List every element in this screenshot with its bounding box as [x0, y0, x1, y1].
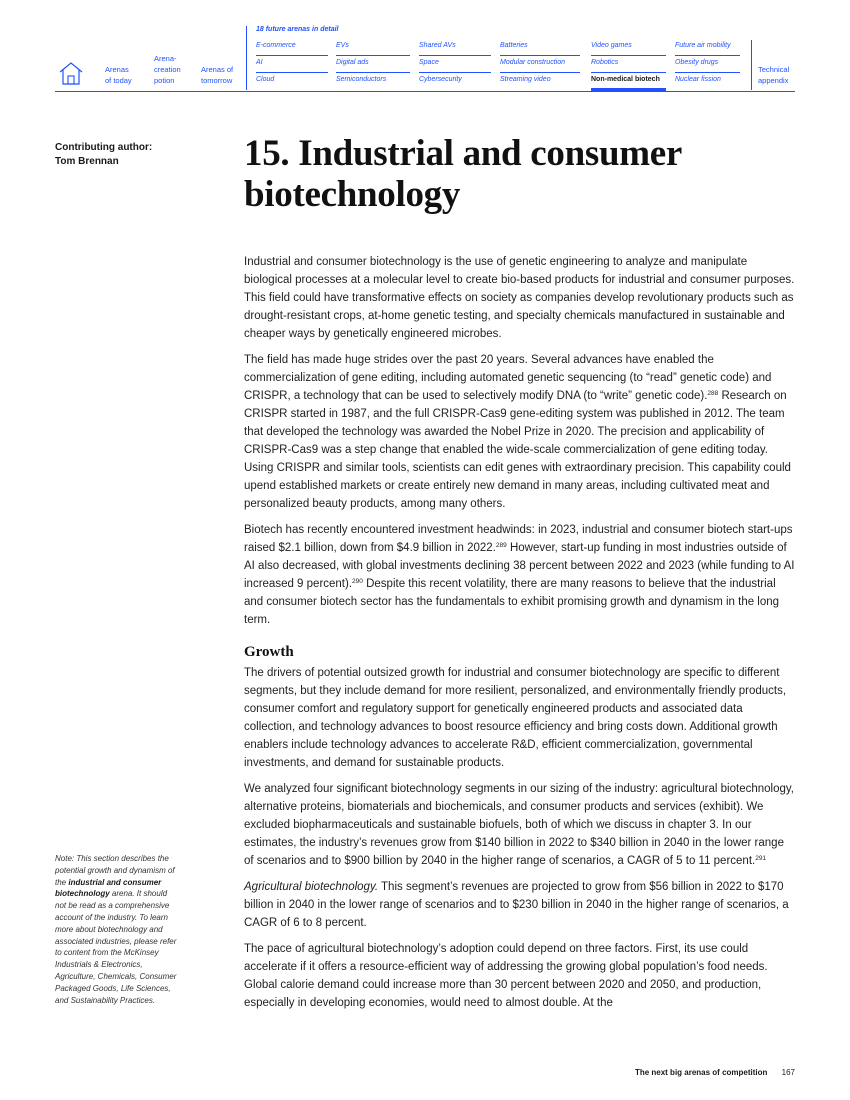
side-note-emphasis: industrial and consumer biotechnology: [55, 877, 162, 899]
paragraph-text: We analyzed four significant biotechnolo…: [244, 783, 794, 867]
arena-cell-rule: [336, 55, 410, 56]
paragraph: Agricultural biotechnology. This segment…: [244, 878, 796, 932]
nav-technical-appendix[interactable]: Technical appendix: [758, 65, 790, 85]
arena-link[interactable]: Video games: [591, 42, 632, 49]
nav-bottom-rule: [55, 91, 795, 92]
arena-link[interactable]: EVs: [336, 42, 349, 49]
paragraph: The pace of agricultural biotechnology’s…: [244, 943, 768, 1009]
arena-cell-rule: [500, 72, 580, 73]
arena-cell-rule: [675, 72, 740, 73]
nav-divider: [246, 26, 247, 90]
arena-link[interactable]: Digital ads: [336, 59, 369, 66]
footnote-ref[interactable]: 289: [495, 542, 507, 549]
segment-label: Agricultural biotechnology.: [244, 881, 379, 893]
arena-link[interactable]: Modular construction: [500, 59, 565, 66]
paragraph: The field has made huge strides over the…: [244, 351, 796, 513]
arena-link[interactable]: Streaming video: [500, 76, 551, 83]
paragraph-text: Biotech has recently encountered investm…: [244, 524, 793, 554]
paragraph: Industrial and consumer biotechnology is…: [244, 256, 795, 340]
active-arena-indicator: [591, 88, 666, 91]
arena-link[interactable]: Semiconductors: [336, 76, 387, 83]
arena-link[interactable]: Obesity drugs: [675, 59, 719, 66]
arena-cell-rule: [500, 55, 580, 56]
paragraph: We analyzed four significant biotechnolo…: [244, 780, 796, 870]
publication-title: The next big arenas of competition: [634, 1068, 768, 1077]
arena-link[interactable]: Non-medical biotech: [591, 76, 660, 83]
arena-link[interactable]: E-commerce: [256, 42, 296, 49]
home-icon: [59, 62, 83, 85]
arena-cell-rule: [256, 55, 328, 56]
footnote-ref[interactable]: 290: [352, 578, 363, 585]
arena-cell-rule: [256, 72, 328, 73]
arena-cell-rule: [675, 55, 740, 56]
paragraph-text: Despite this recent volatility, there ar…: [244, 578, 780, 626]
page-number: 167: [781, 1068, 795, 1077]
paragraph-text: This segment’s revenues are projected to…: [244, 881, 789, 929]
arena-link[interactable]: AI: [256, 59, 263, 66]
arena-link[interactable]: Nuclear fission: [675, 76, 721, 83]
nav-arena-creation-potion[interactable]: Arena- creation potion: [154, 54, 181, 85]
arena-cell-rule: [419, 55, 491, 56]
footnote-ref[interactable]: 291: [755, 855, 767, 862]
side-note: Note: This section describes the potenti…: [55, 853, 180, 1006]
paragraph: Biotech has recently encountered investm…: [244, 521, 796, 629]
paragraph-text: Research on CRISPR started in 1987, and …: [244, 390, 791, 510]
detail-heading: 18 future arenas in detail: [256, 26, 339, 33]
section-heading: Growth: [244, 644, 294, 660]
footnote-ref[interactable]: 288: [707, 390, 719, 397]
nav-arenas-of-today[interactable]: Arenas of today: [105, 65, 132, 85]
page-footer: The next big arenas of competition 167: [635, 1068, 795, 1077]
nav-arenas-of-tomorrow[interactable]: Arenas of tomorrow: [201, 65, 234, 85]
arena-cell-rule: [419, 72, 491, 73]
nav-divider: [751, 40, 752, 90]
side-note-text: Note: This section describes the potenti…: [55, 854, 175, 887]
arena-link[interactable]: Batteries: [500, 42, 528, 49]
main-body: Industrial and consumer biotechnology is…: [244, 253, 796, 1020]
arena-link[interactable]: Cloud: [256, 76, 275, 83]
side-note-text: arena. It should not be read as a compre…: [55, 889, 177, 1005]
arena-cell-rule: [591, 72, 666, 73]
contributing-author: Contributing author: Tom Brennan: [55, 141, 152, 169]
home-button[interactable]: [58, 60, 84, 86]
arena-link[interactable]: Robotics: [591, 59, 619, 66]
author-name: Tom Brennan: [55, 156, 119, 167]
arena-cell-rule: [336, 72, 410, 73]
paragraph-text: The field has made huge strides over the…: [244, 354, 772, 402]
top-navigation: Arenas of today Arena- creation potion A…: [0, 0, 850, 96]
arena-link[interactable]: Cybersecurity: [419, 76, 462, 83]
arena-link[interactable]: Shared AVs: [419, 42, 456, 49]
contributing-author-label: Contributing author:: [55, 142, 153, 153]
arena-cell-rule: [591, 55, 666, 56]
paragraph-text: However, start-up funding in most indust…: [244, 542, 795, 590]
arena-link[interactable]: Future air mobility: [675, 42, 731, 49]
page-title: 15. Industrial and consumer biotechnolog…: [244, 133, 682, 215]
paragraph: The drivers of potential outsized growth…: [244, 667, 787, 769]
arena-link[interactable]: Space: [419, 59, 439, 66]
